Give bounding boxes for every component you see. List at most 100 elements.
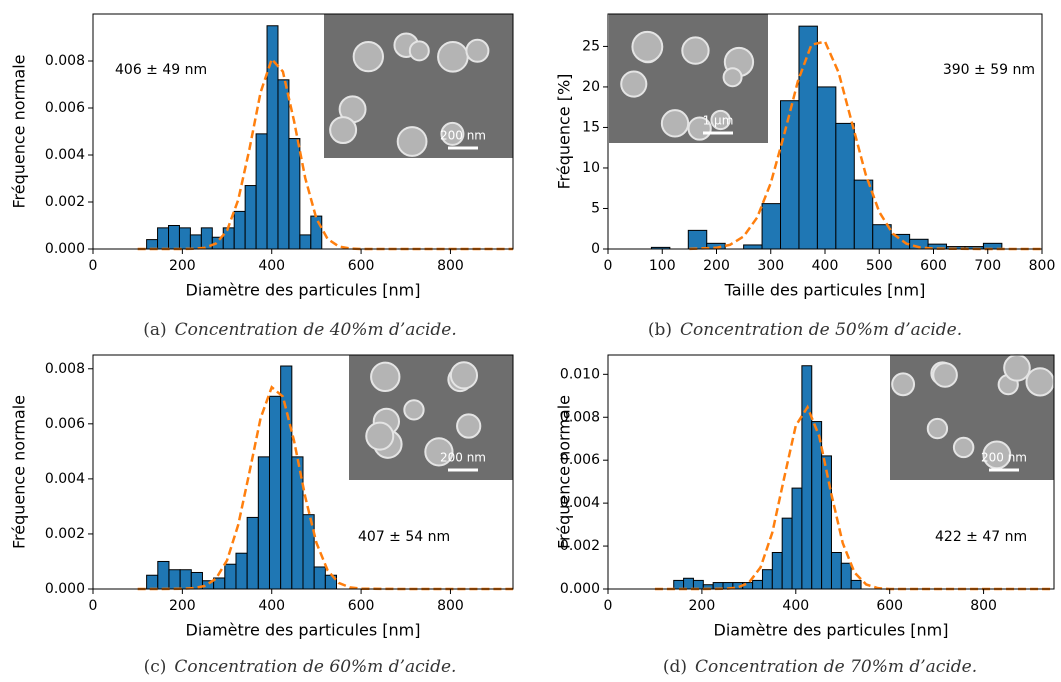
x-tick-label: 200	[169, 598, 196, 614]
particle	[396, 126, 428, 157]
bar	[244, 185, 257, 250]
bar	[280, 365, 293, 590]
bar	[791, 487, 803, 590]
x-tick-label: 100	[649, 258, 676, 274]
plot-frame	[607, 354, 1055, 590]
fit-curve	[689, 40, 1042, 251]
x-tick-label: 800	[437, 258, 464, 274]
y-tick-label: 0.008	[45, 53, 85, 69]
caption-text: Concentration de 40%m d’acide.	[175, 320, 457, 340]
bar	[692, 579, 704, 590]
x-tick-label: 800	[1029, 258, 1056, 274]
bar	[761, 569, 773, 590]
bar	[673, 579, 685, 590]
y-tick-label: 10	[582, 160, 600, 176]
y-tick-label: 0.002	[45, 526, 85, 542]
caption-label: (a)	[143, 320, 166, 340]
inset-scale-label: 200 nm	[440, 129, 486, 143]
bar	[687, 229, 708, 250]
y-tick-label: 0.000	[45, 241, 85, 257]
particle	[620, 70, 648, 98]
bar	[781, 517, 793, 590]
bar	[268, 395, 282, 590]
bar	[224, 563, 237, 590]
particle	[891, 372, 916, 397]
bar	[302, 514, 315, 590]
particle	[681, 36, 710, 65]
x-axis-label: Diamètre des particules [nm]	[186, 281, 421, 300]
y-tick-label: 0.008	[560, 409, 600, 425]
x-axis-label: Diamètre des particules [nm]	[714, 621, 949, 640]
bar	[189, 234, 202, 250]
particle	[722, 67, 743, 88]
caption: (d) Concentration de 70%m d’acide.	[663, 657, 977, 677]
bar	[313, 566, 326, 590]
bar	[816, 86, 837, 250]
x-tick-label: 600	[920, 258, 947, 274]
y-tick-label: 15	[582, 119, 600, 135]
x-tick-label: 600	[876, 598, 903, 614]
x-tick-label: 500	[866, 258, 893, 274]
y-tick-label: 0.006	[45, 100, 85, 116]
y-tick-label: 0.006	[560, 452, 600, 468]
bar	[255, 133, 268, 250]
particle	[329, 116, 358, 145]
annotation: 422 ± 47 nm	[935, 529, 1027, 545]
caption-text: Concentration de 60%m d’acide.	[174, 657, 456, 677]
plot-frame	[92, 13, 514, 250]
bar	[850, 579, 862, 590]
y-tick-label: 0.002	[45, 194, 85, 210]
bar	[178, 227, 191, 250]
bar	[168, 569, 181, 590]
bar	[798, 25, 818, 250]
particle	[1025, 367, 1055, 397]
particle	[456, 413, 482, 439]
caption-text: Concentration de 70%m d’acide.	[695, 657, 977, 677]
caption: (a) Concentration de 40%m d’acide.	[143, 320, 456, 340]
bar	[266, 25, 279, 250]
caption: (b) Concentration de 50%m d’acide.	[648, 320, 962, 340]
y-axis-label: Fréquence normale	[10, 395, 29, 549]
fit-curve	[137, 385, 513, 591]
x-tick-label: 0	[604, 258, 613, 274]
bar	[277, 79, 290, 250]
particle	[1003, 354, 1031, 382]
x-tick-label: 800	[437, 598, 464, 614]
caption-label: (d)	[663, 657, 687, 677]
x-tick-label: 600	[348, 598, 375, 614]
bar	[743, 244, 763, 250]
y-tick-label: 0.006	[45, 416, 85, 432]
bar	[233, 210, 246, 250]
particle	[926, 417, 949, 440]
bar	[840, 562, 852, 590]
y-tick-label: 5	[591, 200, 600, 216]
particle	[631, 30, 664, 63]
bar	[168, 225, 180, 250]
particle	[660, 109, 690, 138]
plot-frame	[92, 354, 514, 590]
x-tick-label: 200	[703, 258, 730, 274]
particle	[932, 362, 958, 388]
x-axis-label: Diamètre des particules [nm]	[186, 621, 421, 640]
x-tick-label: 600	[348, 258, 375, 274]
y-tick-label: 20	[582, 79, 600, 95]
bar	[257, 456, 270, 590]
bar	[299, 234, 312, 250]
caption: (c) Concentration de 60%m d’acide.	[144, 657, 457, 677]
y-tick-label: 0.004	[560, 495, 600, 511]
y-tick-label: 0.000	[45, 581, 85, 597]
x-tick-label: 400	[258, 598, 285, 614]
bar	[771, 552, 783, 590]
bar	[780, 100, 800, 250]
y-tick-label: 0.002	[560, 538, 600, 554]
x-axis-label: Taille des particules [nm]	[724, 281, 926, 300]
bar	[157, 227, 170, 250]
x-tick-label: 200	[169, 258, 196, 274]
y-tick-label: 0.008	[45, 361, 85, 377]
caption-label: (c)	[144, 657, 167, 677]
bar	[235, 552, 248, 590]
bar	[890, 233, 911, 250]
y-axis-label: Fréquence normale	[10, 54, 29, 208]
bar	[811, 421, 823, 590]
